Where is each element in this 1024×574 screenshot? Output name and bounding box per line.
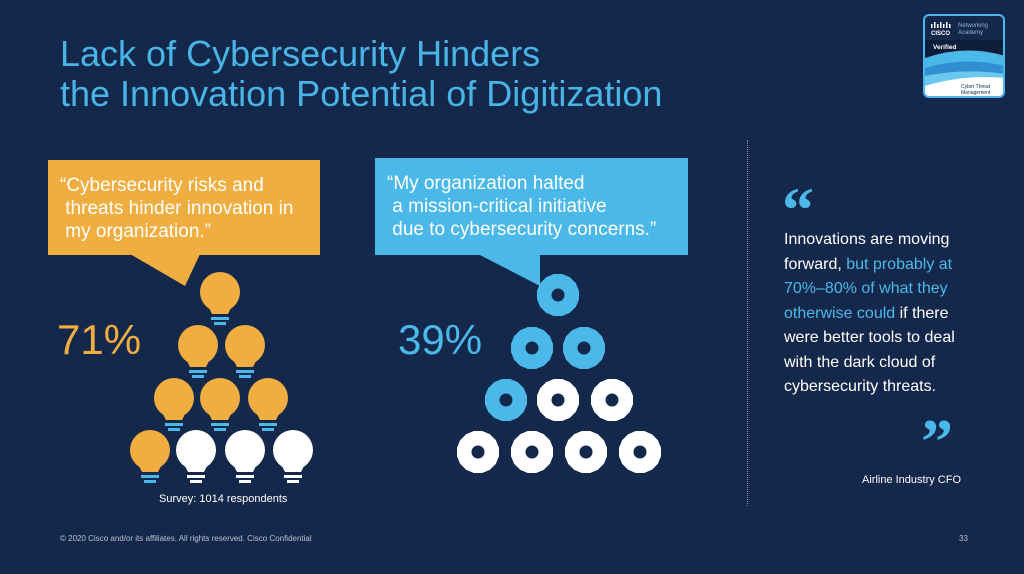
slide-title: Lack of Cybersecurity Hinders the Innova… xyxy=(60,34,662,114)
open-quote-mark: “ xyxy=(782,174,814,245)
gear-icon xyxy=(590,378,634,422)
gear-icon xyxy=(484,378,528,422)
lightbulb-icon xyxy=(273,430,313,483)
networking-academy-badge: CISCO Networking Academy Verified Cyber … xyxy=(923,14,1005,98)
lightbulb-icon xyxy=(200,378,240,431)
badge-org-2: Academy xyxy=(958,30,983,36)
gear-icon xyxy=(456,430,500,474)
badge-status: Verified xyxy=(933,44,957,51)
lightbulb-icon xyxy=(248,378,288,431)
lightbulb-icon xyxy=(130,430,170,483)
title-line-1: Lack of Cybersecurity Hinders xyxy=(60,33,541,74)
gear-icon xyxy=(536,378,580,422)
footer-copyright: © 2020 Cisco and/or its affiliates. All … xyxy=(60,534,312,543)
blue-bubble-tail xyxy=(478,254,540,286)
blue-quote-line: due to cybersecurity concerns.” xyxy=(387,219,657,240)
quote-text: if there were better tools to deal with … xyxy=(784,304,955,396)
lightbulb-icon xyxy=(176,430,216,483)
lightbulb-icon xyxy=(225,430,265,483)
lightbulb-icon xyxy=(178,325,218,378)
quote-highlight: but probably at 70%–80% of what they oth… xyxy=(784,255,953,322)
left-percent: 71% xyxy=(57,316,142,363)
right-percent: 39% xyxy=(398,316,483,363)
orange-quote-line: my organization.” xyxy=(60,221,212,242)
lightbulb-icon xyxy=(200,272,240,325)
gear-icon xyxy=(510,430,554,474)
lightbulb-icon xyxy=(154,378,194,431)
gear-icon xyxy=(618,430,662,474)
page-number: 33 xyxy=(959,534,968,543)
blue-quote-line: a mission-critical initiative xyxy=(387,196,607,217)
survey-note: Survey: 1014 respondents xyxy=(159,493,288,505)
blue-quote-line: “My organization halted xyxy=(387,173,585,194)
gear-icon xyxy=(564,430,608,474)
title-line-2: the Innovation Potential of Digitization xyxy=(60,73,663,114)
blue-speech-bubble: “My organization halted a mission-critic… xyxy=(375,158,688,255)
testimonial-quote: Innovations are moving forward, but prob… xyxy=(784,228,984,400)
orange-quote-line: threats hinder innovation in xyxy=(60,198,294,219)
gear-icon xyxy=(562,326,606,370)
gear-icon xyxy=(536,273,580,317)
gear-pyramid xyxy=(456,273,662,474)
close-quote-mark: ” xyxy=(921,406,953,477)
orange-speech-bubble: “Cybersecurity risks and threats hinder … xyxy=(48,160,320,255)
badge-brand: CISCO xyxy=(931,31,950,37)
dotted-divider xyxy=(747,140,748,506)
orange-bubble-tail xyxy=(130,254,200,286)
orange-quote-line: “Cybersecurity risks and xyxy=(60,175,264,196)
gear-icon xyxy=(510,326,554,370)
quote-text: Innovations are moving forward, xyxy=(784,231,950,273)
lightbulb-pyramid xyxy=(130,272,313,483)
badge-course-1: Cyber Threat xyxy=(961,84,991,90)
badge-org-1: Networking xyxy=(958,23,988,29)
badge-course-2: Management xyxy=(961,90,991,96)
quote-attribution: Airline Industry CFO xyxy=(862,474,962,486)
lightbulb-icon xyxy=(225,325,265,378)
